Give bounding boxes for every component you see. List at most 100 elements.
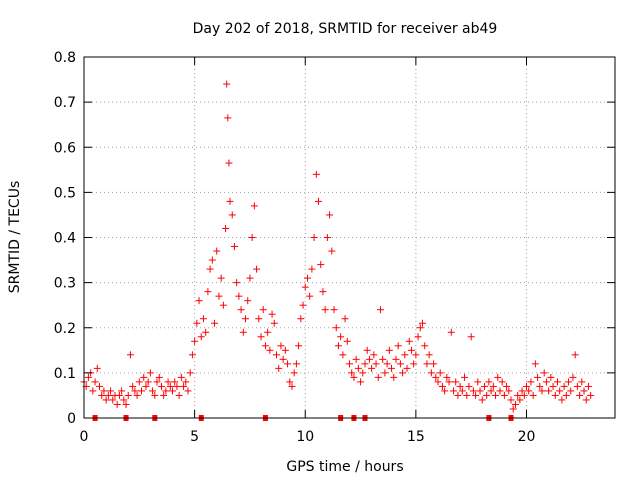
data-point	[582, 396, 590, 404]
data-point	[266, 346, 274, 354]
x-tick-label: 0	[80, 429, 89, 445]
data-point	[303, 274, 311, 282]
data-point	[155, 373, 163, 381]
data-point	[246, 274, 254, 282]
data-point	[531, 360, 539, 368]
y-tick-label: 0.1	[54, 366, 76, 382]
data-point	[223, 80, 231, 88]
data-point	[138, 387, 146, 395]
data-point	[419, 319, 427, 327]
data-point	[376, 306, 384, 314]
data-point	[580, 387, 588, 395]
axis-ticks	[83, 56, 615, 419]
data-point	[339, 351, 347, 359]
data-point	[188, 351, 196, 359]
data-point	[472, 391, 480, 399]
data-point	[312, 170, 320, 178]
data-point	[204, 288, 212, 296]
data-point	[416, 324, 424, 332]
data-point	[100, 387, 108, 395]
data-point	[222, 224, 230, 232]
data-point	[540, 369, 548, 377]
data-point	[545, 387, 553, 395]
data-point	[292, 360, 300, 368]
data-point	[525, 387, 533, 395]
data-point	[394, 342, 402, 350]
data-point	[211, 319, 219, 327]
y-tick-label: 0	[67, 411, 76, 427]
data-point	[449, 387, 457, 395]
data-point	[469, 387, 477, 395]
data-point	[299, 301, 307, 309]
data-point	[248, 234, 256, 241]
data-point	[447, 328, 455, 336]
data-point	[286, 378, 294, 386]
data-point	[421, 342, 429, 350]
data-point	[166, 382, 174, 390]
data-point	[233, 279, 241, 287]
data-point	[514, 391, 522, 399]
data-point	[328, 247, 336, 255]
data-point	[350, 373, 358, 381]
data-point	[425, 351, 433, 359]
data-point	[98, 391, 106, 399]
data-point	[301, 283, 309, 291]
data-point	[122, 400, 130, 408]
data-point	[509, 405, 517, 413]
data-point	[281, 346, 289, 354]
data-point	[217, 274, 225, 282]
data-point	[454, 391, 462, 399]
data-point	[250, 202, 258, 210]
data-point	[255, 315, 263, 323]
data-point	[587, 391, 595, 399]
data-point	[334, 342, 342, 350]
data-point	[264, 328, 272, 336]
data-point	[284, 360, 292, 368]
data-point	[584, 382, 592, 390]
data-point	[500, 391, 508, 399]
data-point	[195, 297, 203, 305]
data-point	[215, 292, 223, 300]
data-point	[578, 378, 586, 386]
data-point	[84, 373, 92, 381]
data-point	[463, 391, 471, 399]
data-point	[445, 378, 453, 386]
data-point	[126, 351, 134, 359]
y-tick-label: 0.2	[54, 321, 76, 337]
data-point	[458, 387, 466, 395]
data-point	[430, 360, 438, 368]
data-point	[576, 391, 584, 399]
data-point	[135, 378, 143, 386]
data-point	[392, 355, 400, 363]
data-point	[365, 355, 373, 363]
data-point	[202, 328, 210, 336]
data-point	[368, 364, 376, 372]
y-tick-label: 0.6	[54, 140, 76, 156]
data-point	[401, 351, 409, 359]
data-point	[438, 382, 446, 390]
data-point	[277, 342, 285, 350]
data-point	[534, 373, 542, 381]
y-tick-label: 0.4	[54, 231, 76, 247]
data-point	[228, 211, 236, 219]
data-point	[476, 387, 484, 395]
data-point	[492, 391, 500, 399]
data-point	[357, 378, 365, 386]
data-point	[257, 333, 265, 341]
data-point	[549, 382, 557, 390]
data-point	[151, 391, 159, 399]
data-point	[288, 382, 296, 390]
data-point	[133, 391, 141, 399]
data-point	[332, 324, 340, 332]
data-point	[478, 396, 486, 404]
data-point	[206, 265, 214, 273]
data-point	[120, 396, 128, 404]
data-point	[164, 378, 172, 386]
data-point	[388, 364, 396, 372]
data-point	[569, 373, 577, 381]
data-point	[337, 333, 345, 341]
data-point	[93, 364, 101, 372]
data-point	[542, 378, 550, 386]
data-point	[496, 387, 504, 395]
data-point	[560, 382, 568, 390]
